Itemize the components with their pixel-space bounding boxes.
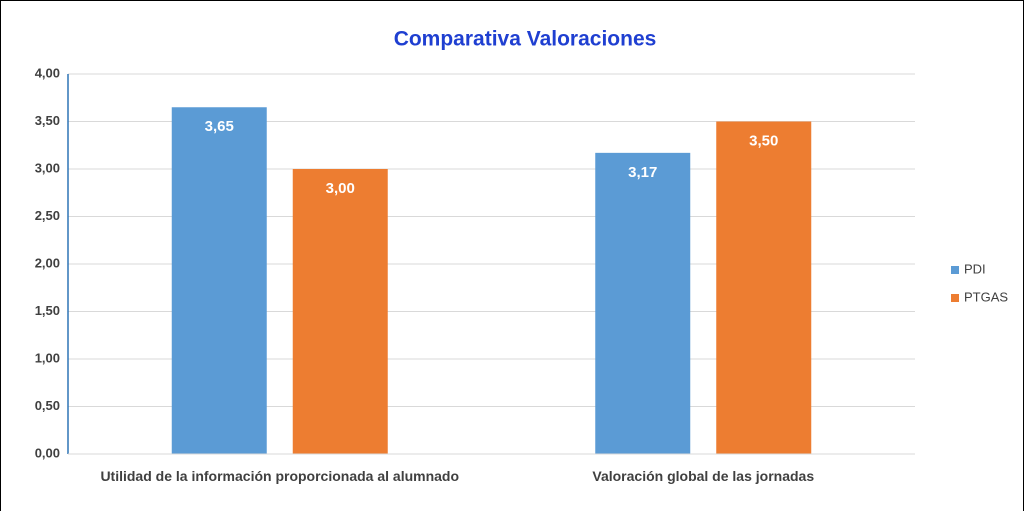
x-tick-label: Utilidad de la información proporcionada… [100, 468, 460, 484]
y-tick-label: 0,00 [35, 445, 60, 460]
bar [292, 169, 388, 454]
value-label: 3,00 [326, 180, 355, 197]
bar [595, 152, 691, 454]
y-tick-label: 1,00 [35, 350, 60, 365]
y-tick-label: 0,50 [35, 398, 60, 413]
bar [171, 107, 267, 454]
legend-swatch [951, 294, 959, 302]
y-tick-label: 3,50 [35, 113, 60, 128]
y-tick-label: 2,00 [35, 255, 60, 270]
chart-title: Comparativa Valoraciones [394, 28, 657, 51]
legend-swatch [951, 266, 959, 274]
legend-label: PDI [964, 261, 986, 276]
y-tick-label: 2,50 [35, 208, 60, 223]
y-tick-label: 3,00 [35, 160, 60, 175]
bar [716, 121, 812, 454]
y-tick-label: 4,00 [35, 65, 60, 80]
legend-label: PTGAS [964, 289, 1008, 304]
value-label: 3,17 [628, 164, 657, 181]
x-tick-label: Valoración global de las jornadas [592, 468, 815, 484]
value-label: 3,50 [749, 132, 778, 149]
value-label: 3,65 [205, 118, 234, 135]
y-tick-label: 1,50 [35, 303, 60, 318]
